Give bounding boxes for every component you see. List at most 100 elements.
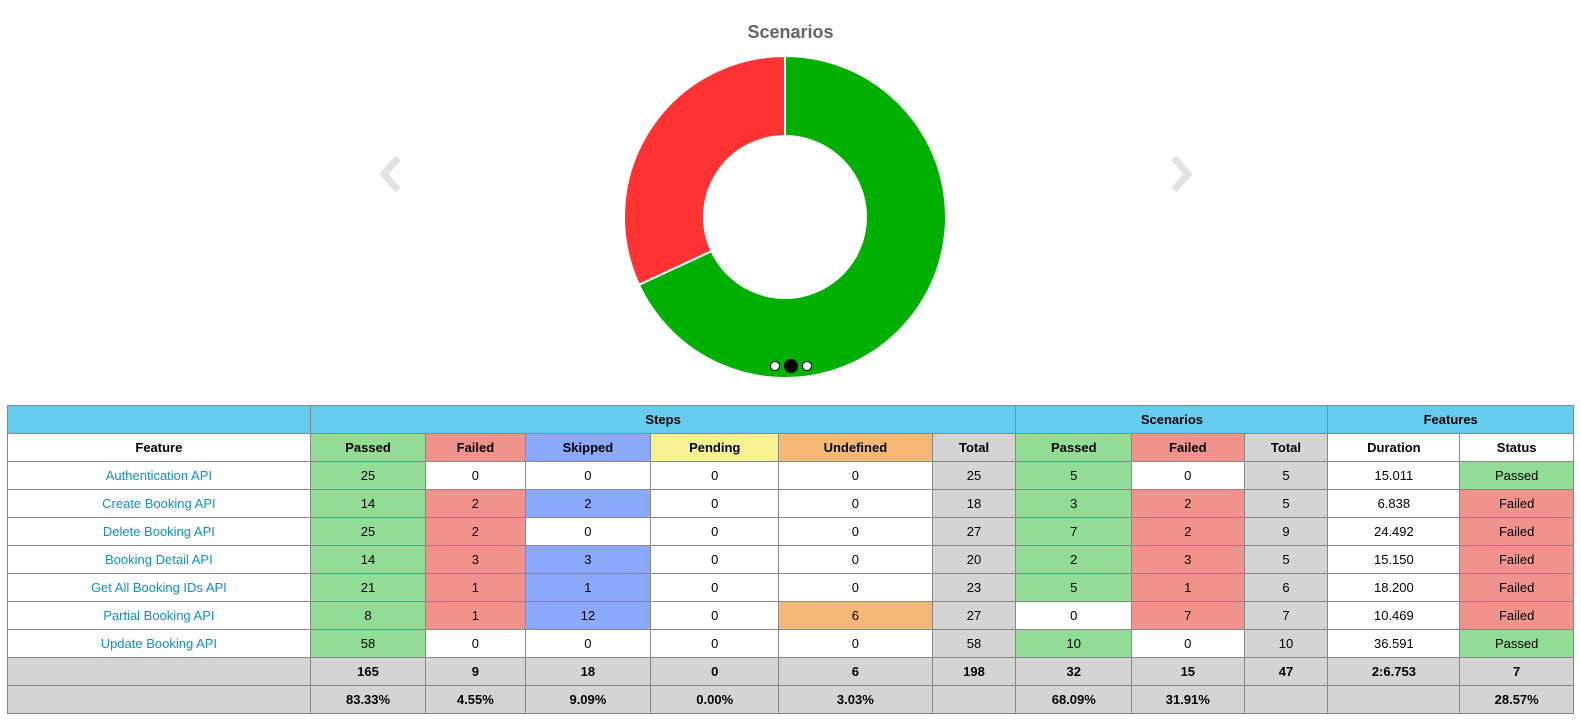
cell-scen-passed: 10 xyxy=(1015,629,1133,658)
cell-steps-skipped: 3 xyxy=(524,545,652,574)
cell-steps-pending: 0 xyxy=(650,545,780,574)
cell-scen-failed: 0 xyxy=(1131,629,1245,658)
percent-scenarios-passed: 68.09% xyxy=(1015,685,1133,714)
percent-steps-undefined: 3.03% xyxy=(778,685,933,714)
column-header-feature[interactable]: Feature xyxy=(7,433,311,462)
percent-steps-failed: 4.55% xyxy=(425,685,526,714)
totals-duration: 2:6.753 xyxy=(1327,657,1461,686)
table-row: Delete Booking API 25 2 0 0 0 27 7 2 9 24.492 Faile… xyxy=(7,517,1574,546)
chevron-right-icon[interactable] xyxy=(1162,152,1196,196)
cell-duration: 36.591 xyxy=(1327,629,1461,658)
carousel-dot-3[interactable] xyxy=(801,361,812,371)
percent-duration xyxy=(1327,685,1461,714)
cell-steps-undefined: 0 xyxy=(778,545,933,574)
cell-steps-undefined: 0 xyxy=(778,461,933,490)
feature-link[interactable]: Update Booking API xyxy=(100,636,218,651)
cell-steps-total: 20 xyxy=(931,545,1017,574)
cell-steps-skipped: 0 xyxy=(524,517,652,546)
column-header-steps-pending[interactable]: Pending xyxy=(650,433,780,462)
percentages-row: 83.33% 4.55% 9.09% 0.00% 3.03% 68.09% 31… xyxy=(7,685,1574,714)
column-header-steps-skipped[interactable]: Skipped xyxy=(524,433,652,462)
percent-steps-passed: 83.33% xyxy=(309,685,427,714)
totals-status: 7 xyxy=(1459,657,1574,686)
cell-scen-passed: 2 xyxy=(1015,545,1133,574)
column-header-scenarios-failed[interactable]: Failed xyxy=(1131,433,1245,462)
cell-scen-total: 5 xyxy=(1243,545,1329,574)
cell-scen-passed: 3 xyxy=(1015,489,1133,518)
cell-steps-total: 58 xyxy=(931,629,1017,658)
percent-steps-pending: 0.00% xyxy=(650,685,780,714)
carousel-indicators xyxy=(0,359,1581,373)
chevron-left-icon[interactable] xyxy=(376,152,410,196)
cell-scen-total: 7 xyxy=(1243,601,1329,630)
percent-status: 28.57% xyxy=(1459,685,1574,714)
cell-scen-total: 10 xyxy=(1243,629,1329,658)
totals-scenarios-passed: 32 xyxy=(1015,657,1133,686)
cell-steps-pending: 0 xyxy=(650,601,780,630)
donut-slice-failed[interactable] xyxy=(623,54,786,287)
donut-slice-passed[interactable] xyxy=(637,54,947,379)
group-header-steps: Steps xyxy=(309,405,1017,434)
feature-link[interactable]: Booking Detail API xyxy=(105,552,213,567)
cell-steps-passed: 58 xyxy=(309,629,427,658)
totals-steps-pending: 0 xyxy=(650,657,780,686)
totals-steps-skipped: 18 xyxy=(524,657,652,686)
feature-link[interactable]: Partial Booking API xyxy=(103,608,215,623)
cell-status: Passed xyxy=(1459,629,1574,658)
cell-scen-total: 6 xyxy=(1243,573,1329,602)
cell-feature: Create Booking API xyxy=(7,489,311,518)
cell-status: Failed xyxy=(1459,489,1574,518)
cell-steps-total: 27 xyxy=(931,517,1017,546)
carousel-dot-1[interactable] xyxy=(769,361,780,371)
cell-steps-pending: 0 xyxy=(650,489,780,518)
cell-scen-failed: 7 xyxy=(1131,601,1245,630)
column-header-scenarios-total[interactable]: Total xyxy=(1243,433,1329,462)
table-row: Booking Detail API 14 3 3 0 0 20 2 3 5 15.150 Faile… xyxy=(7,545,1574,574)
cell-steps-total: 27 xyxy=(931,601,1017,630)
cell-duration: 10.469 xyxy=(1327,601,1461,630)
carousel-dot-2[interactable] xyxy=(783,359,798,373)
cell-steps-total: 18 xyxy=(931,489,1017,518)
cell-status: Failed xyxy=(1459,545,1574,574)
cell-steps-pending: 0 xyxy=(650,573,780,602)
totals-feature xyxy=(7,657,311,686)
cell-steps-pending: 0 xyxy=(650,517,780,546)
cell-steps-passed: 21 xyxy=(309,573,427,602)
cell-duration: 15.011 xyxy=(1327,461,1461,490)
column-header-scenarios-passed[interactable]: Passed xyxy=(1015,433,1133,462)
column-header-steps-undefined[interactable]: Undefined xyxy=(778,433,933,462)
cell-steps-pending: 0 xyxy=(650,629,780,658)
cell-steps-failed: 2 xyxy=(425,517,526,546)
cell-scen-total: 9 xyxy=(1243,517,1329,546)
column-header-duration[interactable]: Duration xyxy=(1327,433,1461,462)
cell-status: Failed xyxy=(1459,573,1574,602)
cell-feature: Get All Booking IDs API xyxy=(7,573,311,602)
cell-status: Failed xyxy=(1459,601,1574,630)
cell-duration: 15.150 xyxy=(1327,545,1461,574)
feature-link[interactable]: Authentication API xyxy=(105,468,212,483)
table-row: Partial Booking API 8 1 12 0 6 27 0 7 7 10.469 Fail… xyxy=(7,601,1574,630)
cell-scen-failed: 3 xyxy=(1131,545,1245,574)
cell-feature: Authentication API xyxy=(7,461,311,490)
column-header-status[interactable]: Status xyxy=(1459,433,1574,462)
cell-steps-failed: 0 xyxy=(425,461,526,490)
feature-link[interactable]: Get All Booking IDs API xyxy=(90,580,227,595)
totals-steps-total: 198 xyxy=(931,657,1017,686)
cell-duration: 24.492 xyxy=(1327,517,1461,546)
cell-duration: 6.838 xyxy=(1327,489,1461,518)
column-header-steps-total[interactable]: Total xyxy=(931,433,1017,462)
cell-scen-passed: 0 xyxy=(1015,601,1133,630)
cell-scen-passed: 5 xyxy=(1015,573,1133,602)
cell-steps-skipped: 1 xyxy=(524,573,652,602)
feature-report-table: Steps Scenarios Features Feature Passed … xyxy=(7,405,1574,714)
cell-feature: Partial Booking API xyxy=(7,601,311,630)
cell-steps-pending: 0 xyxy=(650,461,780,490)
cell-steps-skipped: 0 xyxy=(524,461,652,490)
column-header-steps-failed[interactable]: Failed xyxy=(425,433,526,462)
cell-duration: 18.200 xyxy=(1327,573,1461,602)
group-header-features: Features xyxy=(1327,405,1574,434)
feature-link[interactable]: Delete Booking API xyxy=(102,524,215,539)
feature-link[interactable]: Create Booking API xyxy=(102,496,216,511)
percent-steps-skipped: 9.09% xyxy=(524,685,652,714)
column-header-steps-passed[interactable]: Passed xyxy=(309,433,427,462)
